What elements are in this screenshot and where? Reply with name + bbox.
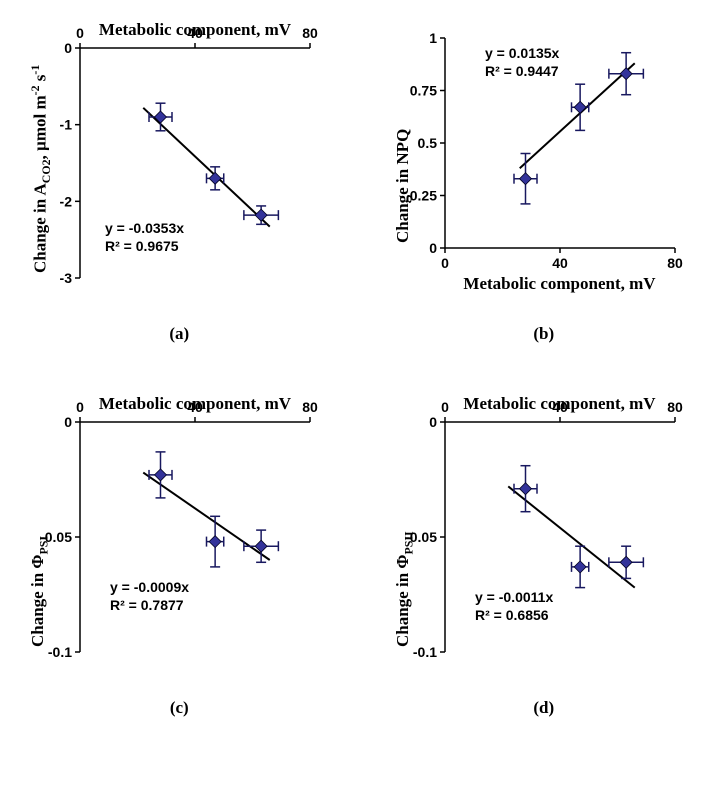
data-marker (620, 68, 632, 80)
trend-line (508, 486, 635, 587)
data-marker (209, 172, 221, 184)
panel-c: Metabolic component, mVChange in ΦPSI040… (10, 392, 349, 718)
svg-text:0.5: 0.5 (417, 135, 437, 151)
chart-grid: Metabolic component, mV Change in ACO2, µ… (10, 18, 713, 718)
y-axis-title: Change in ACO2, µmol m-2 s-1 (28, 65, 54, 273)
x-axis-title: Metabolic component, mV (445, 394, 675, 414)
svg-text:0: 0 (429, 414, 437, 430)
panel-label: (b) (375, 324, 714, 344)
data-marker (574, 101, 586, 113)
equation-text: R² = 0.9447 (485, 63, 559, 79)
trend-line (143, 108, 270, 227)
x-axis-title: Metabolic component, mV (80, 394, 310, 414)
svg-text:0: 0 (441, 255, 449, 271)
equation-text: R² = 0.9675 (105, 238, 179, 254)
svg-text:1: 1 (429, 30, 437, 46)
svg-text:0: 0 (429, 240, 437, 256)
equation-text: R² = 0.7877 (110, 597, 184, 613)
data-marker (155, 469, 167, 481)
equation-text: y = -0.0353x (105, 220, 184, 236)
svg-text:0.75: 0.75 (409, 83, 436, 99)
panel-label: (a) (10, 324, 349, 344)
svg-text:40: 40 (552, 255, 568, 271)
equation-text: R² = 0.6856 (475, 607, 549, 623)
svg-text:-0.1: -0.1 (48, 644, 72, 660)
svg-text:0: 0 (64, 40, 72, 56)
svg-text:-1: -1 (60, 117, 73, 133)
chart-svg: 04080-3-2-10y = -0.0353xR² = 0.9675 (10, 18, 340, 318)
data-marker (519, 483, 531, 495)
svg-text:0.25: 0.25 (409, 188, 436, 204)
data-marker (209, 536, 221, 548)
data-marker (620, 556, 632, 568)
svg-text:-3: -3 (60, 270, 73, 286)
data-marker (519, 173, 531, 185)
svg-text:0: 0 (64, 414, 72, 430)
chart-svg: 04080-0.1-0.050y = -0.0009xR² = 0.7877 (10, 392, 340, 692)
panel-b: Metabolic component, mV Change in NPQ 0 40 8… (375, 18, 714, 344)
panel-a: Metabolic component, mV Change in ACO2, µ… (10, 18, 349, 344)
y-axis-title: Change in ΦPSII (393, 531, 416, 647)
data-marker (574, 561, 586, 573)
svg-text:-2: -2 (60, 193, 73, 209)
chart-svg: 0 40 80 0 0.25 0.5 0.75 1 y = 0.0135x R² = 0.9447 (375, 18, 705, 318)
panel-d: Metabolic component, mVChange in ΦPSII04… (375, 392, 714, 718)
data-marker (255, 209, 267, 221)
chart-svg: 04080-0.1-0.050y = -0.0011xR² = 0.6856 (375, 392, 705, 692)
svg-text:80: 80 (667, 255, 683, 271)
y-axis-title: Change in NPQ (393, 129, 413, 243)
panel-label: (c) (10, 698, 349, 718)
y-axis-title: Change in ΦPSI (28, 536, 51, 647)
equation-text: y = 0.0135x (485, 45, 560, 61)
panel-label: (d) (375, 698, 714, 718)
equation-text: y = -0.0011x (475, 589, 553, 605)
x-axis-title: Metabolic component, mV (445, 274, 675, 294)
equation-text: y = -0.0009x (110, 579, 189, 595)
x-axis-title: Metabolic component, mV (80, 20, 310, 40)
